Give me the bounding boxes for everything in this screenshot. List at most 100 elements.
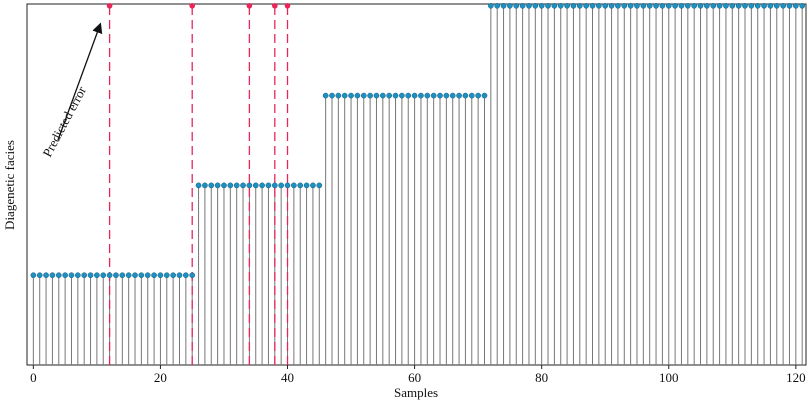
point <box>684 2 691 9</box>
point <box>723 2 729 9</box>
point <box>144 272 151 279</box>
point <box>316 182 323 189</box>
point <box>265 182 272 189</box>
point <box>792 2 799 9</box>
point <box>392 92 399 99</box>
point <box>507 2 513 9</box>
point <box>399 92 405 99</box>
point <box>278 182 285 189</box>
error-point <box>246 2 253 9</box>
point <box>138 272 145 279</box>
point <box>761 2 767 9</box>
x-tick-label: 40 <box>281 370 294 385</box>
point <box>297 182 304 189</box>
point <box>252 182 259 189</box>
annotation: Predicted error <box>39 83 89 159</box>
error-point <box>284 2 291 9</box>
point <box>68 272 75 279</box>
point <box>49 272 56 279</box>
point <box>583 2 590 9</box>
point <box>519 2 526 9</box>
point <box>716 2 723 9</box>
point <box>646 2 653 9</box>
point <box>195 182 202 189</box>
point <box>100 272 107 279</box>
point <box>418 92 424 99</box>
point <box>602 2 609 9</box>
point <box>157 272 164 279</box>
point <box>386 92 393 99</box>
point <box>767 2 774 9</box>
point <box>456 92 462 99</box>
point <box>125 272 132 279</box>
point <box>551 2 558 9</box>
point <box>310 182 316 189</box>
point <box>74 272 81 279</box>
point <box>437 92 443 99</box>
point <box>538 2 545 9</box>
point <box>799 2 806 9</box>
point <box>443 92 450 99</box>
point <box>678 2 685 9</box>
point <box>202 182 208 189</box>
point <box>176 272 183 279</box>
annotation-arrow <box>57 22 103 141</box>
error-point <box>272 2 278 9</box>
point <box>106 272 113 279</box>
point <box>221 182 227 189</box>
point <box>608 2 615 9</box>
point <box>659 2 666 9</box>
point <box>665 2 672 9</box>
point <box>360 92 367 99</box>
point <box>373 92 380 99</box>
point <box>240 182 246 189</box>
point <box>557 2 564 9</box>
point <box>634 2 640 9</box>
point <box>94 272 100 279</box>
error-point <box>189 2 196 9</box>
point <box>748 2 755 9</box>
point <box>742 2 748 9</box>
point <box>653 2 659 9</box>
point <box>576 2 583 9</box>
point <box>704 2 710 9</box>
point <box>494 2 501 9</box>
point <box>259 182 265 189</box>
point <box>246 182 253 189</box>
point <box>697 2 704 9</box>
x-axis-label: Samples <box>394 385 438 400</box>
point <box>735 2 742 9</box>
point <box>227 182 234 189</box>
point <box>640 2 647 9</box>
point <box>81 272 88 279</box>
point <box>532 2 539 9</box>
point <box>208 182 215 189</box>
point <box>462 92 469 99</box>
point <box>354 92 361 99</box>
y-axis-label: Diagenetic facies <box>2 140 17 230</box>
point <box>475 92 481 99</box>
point <box>449 92 456 99</box>
point <box>424 92 431 99</box>
point <box>113 272 119 279</box>
point <box>513 2 520 9</box>
point <box>526 2 532 9</box>
point <box>163 272 170 279</box>
point <box>329 92 335 99</box>
point <box>691 2 698 9</box>
point <box>322 92 329 99</box>
point <box>233 182 240 189</box>
x-tick-label: 0 <box>30 370 37 385</box>
point <box>780 2 786 9</box>
point <box>284 182 291 189</box>
point <box>151 272 157 279</box>
point <box>430 92 437 99</box>
point <box>341 92 348 99</box>
point <box>335 92 342 99</box>
point <box>170 272 176 279</box>
point <box>596 2 602 9</box>
x-tick-label: 120 <box>786 370 806 385</box>
point <box>303 182 310 189</box>
x-tick-label: 100 <box>659 370 679 385</box>
